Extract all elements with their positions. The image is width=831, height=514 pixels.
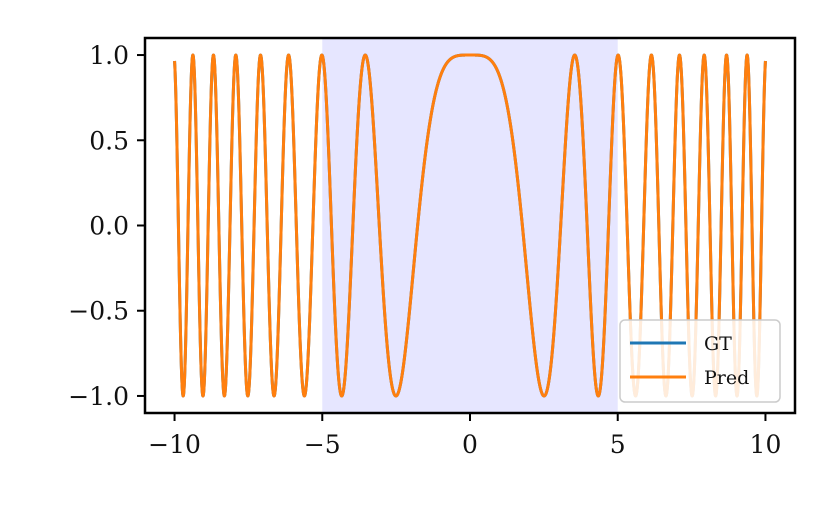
y-tick-label: 1.0	[89, 41, 129, 70]
legend: GT Pred	[619, 319, 781, 403]
x-tick-label: −10	[148, 430, 201, 459]
legend-label-pred: Pred	[704, 367, 749, 389]
x-tick-label: 0	[462, 430, 478, 459]
x-tick-label: −5	[304, 430, 341, 459]
legend-label-gt: GT	[704, 333, 732, 355]
y-tick-label: 0.0	[89, 212, 129, 241]
y-tick-label: −1.0	[68, 382, 129, 411]
y-tick-label: 0.5	[89, 126, 129, 155]
legend-box	[619, 319, 781, 403]
x-tick-label: 10	[750, 430, 782, 459]
y-tick-label: −0.5	[68, 297, 129, 326]
y-axis: −1.0 −0.5 0.0 0.5 1.0	[68, 41, 145, 411]
shaded-region	[322, 38, 618, 413]
x-tick-label: 5	[610, 430, 626, 459]
x-axis: −10 −5 0 5 10	[148, 413, 781, 459]
